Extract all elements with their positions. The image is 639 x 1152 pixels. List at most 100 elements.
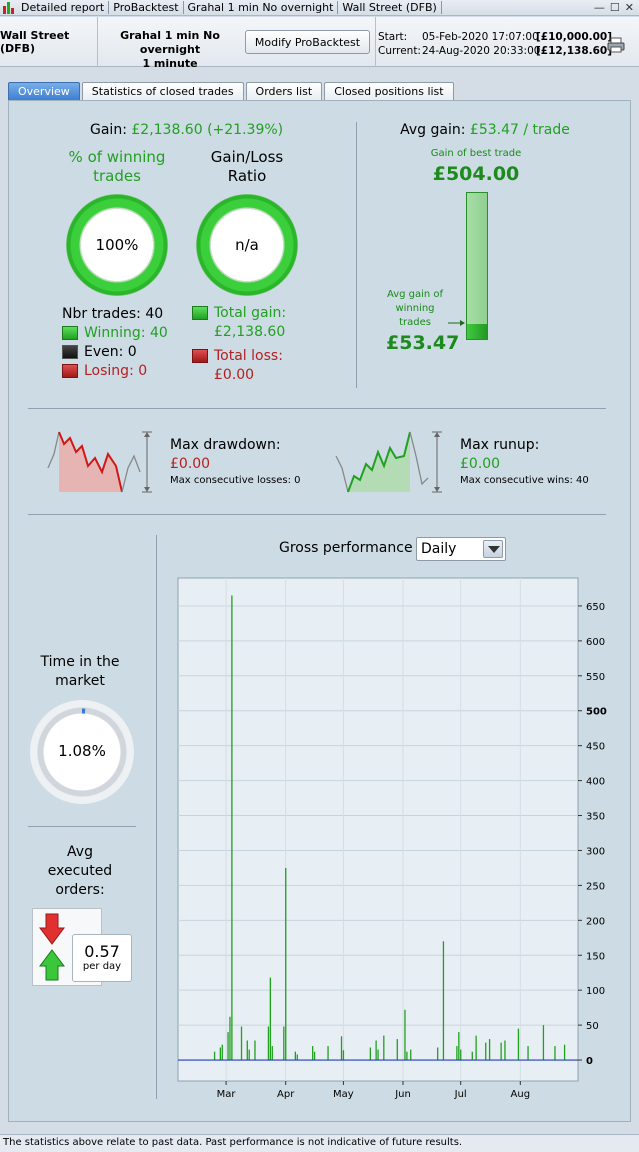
winning-title-line1: % of winning — [68, 148, 166, 166]
performance-bar — [246, 1040, 248, 1061]
y-tick-label: 50 — [586, 1021, 599, 1032]
total-gain-value: £2,138.60 — [214, 324, 286, 340]
system-timeframe: 1 minute — [142, 57, 198, 70]
y-tick-label: 250 — [586, 881, 605, 892]
avg-gain-label: Avg gain: — [400, 122, 466, 138]
performance-bar — [327, 1046, 329, 1061]
start-capital: [£10,000.00] — [536, 31, 613, 43]
performance-bar — [375, 1040, 377, 1061]
performance-bar — [396, 1039, 398, 1061]
winning-pct: 100% — [95, 236, 139, 254]
performance-bar — [442, 941, 445, 1061]
legend-winning: Winning: 40 — [62, 323, 168, 342]
avg-trade-value: £53.47 — [386, 332, 460, 354]
performance-bar — [269, 977, 272, 1061]
performance-bar — [231, 595, 233, 1061]
max-drawdown-value: £0.00 — [170, 456, 211, 472]
performance-bar — [437, 1047, 439, 1061]
performance-bar — [283, 1026, 285, 1061]
performance-bar — [406, 1051, 408, 1061]
time-in-market-value: 1.08% — [58, 742, 106, 760]
legend-losing: Losing: 0 — [62, 361, 168, 380]
time-in-market-arc — [81, 708, 86, 714]
performance-bar — [488, 1039, 491, 1061]
title-segment-instrument: Wall Street (DFB) — [338, 1, 442, 14]
performance-bar — [267, 1026, 270, 1061]
time-in-market-line2: market — [55, 673, 105, 689]
tab-overview[interactable]: Overview — [8, 82, 80, 100]
gain-loss-ratio-title: Gain/Loss Ratio — [188, 148, 306, 186]
ratio-value: n/a — [235, 236, 259, 254]
x-tick-label: Jul — [454, 1089, 467, 1100]
y-tick-label: 550 — [586, 672, 605, 683]
y-tick-label: 600 — [586, 637, 605, 648]
close-icon[interactable]: ✕ — [624, 1, 634, 14]
y-tick-label: 400 — [586, 777, 605, 788]
time-in-market-line1: Time in the — [40, 654, 120, 670]
gross-performance-chart: 050100150200250300350400450500550600650 … — [177, 577, 607, 1100]
performance-bar — [563, 1044, 566, 1061]
title-segment-system: Grahal 1 min No overnight — [184, 1, 339, 14]
performance-bar — [475, 1035, 477, 1061]
tab-orders-list[interactable]: Orders list — [245, 82, 323, 100]
y-tick-label: 200 — [586, 916, 605, 927]
avg-orders-box: 0.57 per day — [72, 934, 132, 982]
minimize-icon[interactable]: — — [593, 1, 605, 14]
chart-plot-area — [177, 577, 579, 1082]
avg-trade-label-line3: trades — [399, 317, 431, 328]
title-segment-report: Detailed report — [17, 1, 110, 14]
max-consecutive-losses: Max consecutive losses: 0 — [170, 475, 301, 486]
gain-summary: Gain: £2,138.60 (+21.39%) — [90, 122, 283, 138]
even-count: Even: 0 — [84, 343, 137, 360]
period-select[interactable]: Daily — [416, 537, 506, 561]
instrument-name: Wall Street (DFB) — [0, 17, 98, 67]
x-tick-label: Aug — [511, 1089, 531, 1100]
gain-value: £2,138.60 (+21.39%) — [131, 122, 284, 138]
gain-loss-legend: Total gain: £2,138.60 Total loss: £0.00 — [192, 304, 286, 385]
start-date: 05-Feb-2020 17:07:00 — [422, 31, 539, 43]
total-gain-swatch — [192, 306, 208, 320]
period-select-value: Daily — [421, 541, 457, 557]
y-tick-label: 650 — [586, 602, 605, 613]
total-loss-value: £0.00 — [214, 367, 255, 383]
gross-performance-label: Gross performance — [279, 540, 413, 556]
tab-statistics-closed-trades[interactable]: Statistics of closed trades — [81, 82, 244, 100]
legend-even: Even: 0 — [62, 342, 168, 361]
performance-bar — [294, 1051, 297, 1061]
avg-executed-orders-title: Avg executed orders: — [24, 843, 136, 900]
print-icon[interactable] — [607, 37, 625, 53]
y-tick-label: 450 — [586, 742, 605, 753]
legend-total-gain: Total gain: £2,138.60 — [192, 304, 286, 342]
performance-bar — [227, 1032, 229, 1061]
avg-trade-label-line2: winning — [395, 303, 435, 314]
tab-closed-positions-list[interactable]: Closed positions list — [324, 82, 454, 100]
winning-swatch — [62, 325, 78, 340]
avg-gain-value: £53.47 / trade — [469, 122, 570, 138]
best-trade-bar — [466, 192, 488, 340]
performance-bar — [504, 1040, 506, 1061]
drawdown-sparkline-icon — [47, 431, 152, 493]
section-divider-vertical-2 — [156, 535, 157, 1099]
system-info: Grahal 1 min No overnight 1 minute — [98, 29, 242, 71]
winning-pct-donut: 100% — [66, 194, 168, 296]
performance-bar — [285, 867, 287, 1061]
performance-bar — [213, 1051, 216, 1061]
max-runup-label: Max runup: — [460, 437, 540, 453]
report-header: Wall Street (DFB) Grahal 1 min No overni… — [0, 17, 639, 70]
performance-bar — [460, 1049, 462, 1061]
disclaimer-footer: The statistics above relate to past data… — [0, 1134, 639, 1152]
chevron-down-icon[interactable] — [483, 540, 503, 558]
modify-probacktest-button[interactable]: Modify ProBacktest — [245, 30, 370, 54]
performance-bar — [527, 1046, 529, 1061]
total-loss-label: Total loss: — [214, 348, 283, 364]
title-bar: Detailed report ProBacktest Grahal 1 min… — [0, 0, 639, 16]
ratio-title-line1: Gain/Loss — [210, 148, 284, 166]
performance-bar — [221, 1044, 223, 1061]
section-divider-3 — [28, 826, 136, 827]
performance-bar — [404, 1009, 406, 1061]
current-label: Current: — [378, 45, 421, 57]
trade-count-legend: Nbr trades: 40 Winning: 40 Even: 0 Losin… — [62, 304, 168, 380]
maximize-icon[interactable]: ☐ — [609, 1, 620, 14]
section-divider-vertical — [356, 122, 357, 388]
y-tick-label: 300 — [586, 846, 605, 857]
